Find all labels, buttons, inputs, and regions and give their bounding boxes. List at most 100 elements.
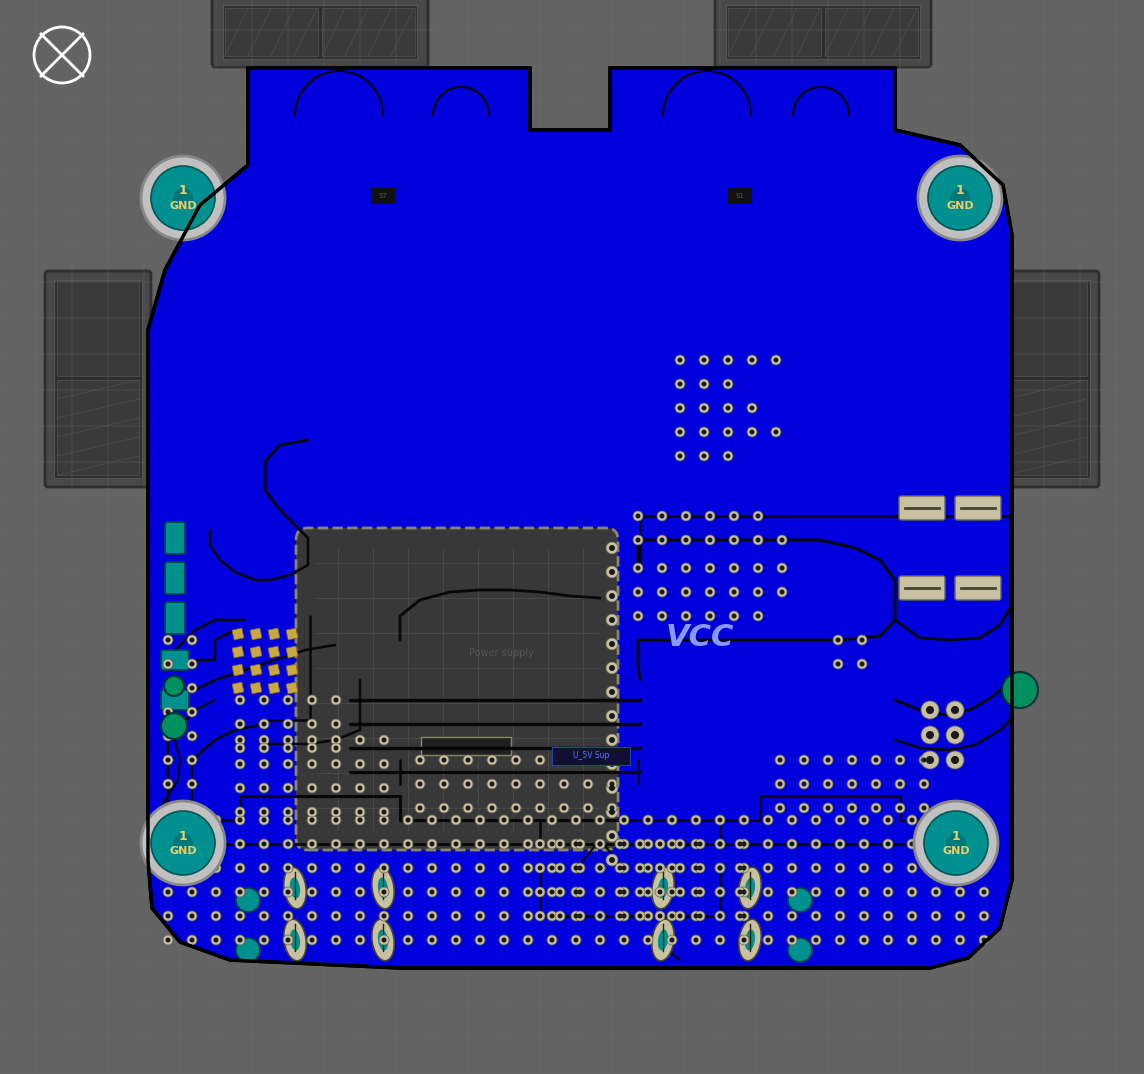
Circle shape <box>238 785 243 790</box>
Circle shape <box>619 887 629 897</box>
FancyBboxPatch shape <box>161 690 189 710</box>
Circle shape <box>619 863 629 873</box>
Circle shape <box>847 755 857 765</box>
Circle shape <box>186 635 197 645</box>
Circle shape <box>861 842 866 846</box>
Circle shape <box>677 381 683 387</box>
Circle shape <box>283 743 293 753</box>
Circle shape <box>331 807 341 817</box>
Circle shape <box>635 887 645 897</box>
Circle shape <box>738 842 742 846</box>
Circle shape <box>210 863 221 873</box>
Circle shape <box>925 706 934 714</box>
Circle shape <box>190 734 194 739</box>
Circle shape <box>753 535 763 545</box>
Circle shape <box>717 842 723 846</box>
Circle shape <box>535 911 545 921</box>
Circle shape <box>283 911 293 921</box>
Circle shape <box>310 889 315 895</box>
Circle shape <box>946 701 964 719</box>
Circle shape <box>573 938 579 943</box>
Circle shape <box>283 887 293 897</box>
Circle shape <box>429 914 435 918</box>
Bar <box>421 737 511 755</box>
Circle shape <box>633 563 643 574</box>
Circle shape <box>262 745 267 751</box>
Circle shape <box>675 863 685 873</box>
Circle shape <box>162 779 173 789</box>
Circle shape <box>909 817 914 823</box>
Circle shape <box>739 815 749 825</box>
Circle shape <box>555 887 565 897</box>
Bar <box>268 647 280 658</box>
Circle shape <box>699 403 709 413</box>
Circle shape <box>955 935 966 945</box>
Circle shape <box>415 755 426 765</box>
Circle shape <box>238 738 243 742</box>
Circle shape <box>583 755 593 765</box>
Circle shape <box>547 935 557 945</box>
Circle shape <box>595 887 605 897</box>
Circle shape <box>677 453 683 459</box>
Circle shape <box>307 935 317 945</box>
Circle shape <box>765 889 771 895</box>
Circle shape <box>499 935 509 945</box>
Circle shape <box>571 935 581 945</box>
Ellipse shape <box>289 930 300 950</box>
Circle shape <box>874 806 879 811</box>
Circle shape <box>451 911 461 921</box>
Circle shape <box>286 745 291 751</box>
Circle shape <box>259 935 269 945</box>
Text: GND: GND <box>946 201 974 211</box>
Circle shape <box>501 866 507 871</box>
Circle shape <box>811 887 821 897</box>
Circle shape <box>871 755 881 765</box>
Circle shape <box>501 842 507 846</box>
Circle shape <box>729 611 739 621</box>
Circle shape <box>357 761 363 767</box>
Circle shape <box>262 938 267 943</box>
Bar <box>286 664 297 676</box>
Circle shape <box>403 935 413 945</box>
Circle shape <box>595 911 605 921</box>
Circle shape <box>562 782 566 786</box>
FancyBboxPatch shape <box>165 603 185 634</box>
Circle shape <box>451 887 461 897</box>
Circle shape <box>826 782 831 786</box>
Circle shape <box>609 593 615 599</box>
Circle shape <box>859 662 865 667</box>
Circle shape <box>559 803 569 813</box>
Circle shape <box>658 866 662 871</box>
Circle shape <box>763 911 773 921</box>
Circle shape <box>355 815 365 825</box>
Ellipse shape <box>284 919 307 961</box>
Circle shape <box>310 785 315 790</box>
Circle shape <box>731 613 737 619</box>
Circle shape <box>166 757 170 763</box>
Circle shape <box>898 782 903 786</box>
Circle shape <box>442 757 446 763</box>
Circle shape <box>429 866 435 871</box>
Circle shape <box>259 735 269 745</box>
Circle shape <box>259 839 269 850</box>
Circle shape <box>606 638 618 650</box>
Circle shape <box>734 839 745 850</box>
Circle shape <box>535 887 545 897</box>
Circle shape <box>823 779 833 789</box>
Circle shape <box>907 887 917 897</box>
Circle shape <box>523 839 533 850</box>
Circle shape <box>609 665 615 671</box>
Circle shape <box>871 803 881 813</box>
Circle shape <box>874 757 879 763</box>
Circle shape <box>609 616 615 623</box>
Circle shape <box>307 783 317 793</box>
Circle shape <box>238 697 243 702</box>
Circle shape <box>463 779 472 789</box>
Circle shape <box>525 842 531 846</box>
Circle shape <box>835 887 845 897</box>
Circle shape <box>606 710 618 722</box>
Circle shape <box>701 430 707 435</box>
Circle shape <box>909 914 914 918</box>
Circle shape <box>907 839 917 850</box>
Circle shape <box>707 613 713 619</box>
